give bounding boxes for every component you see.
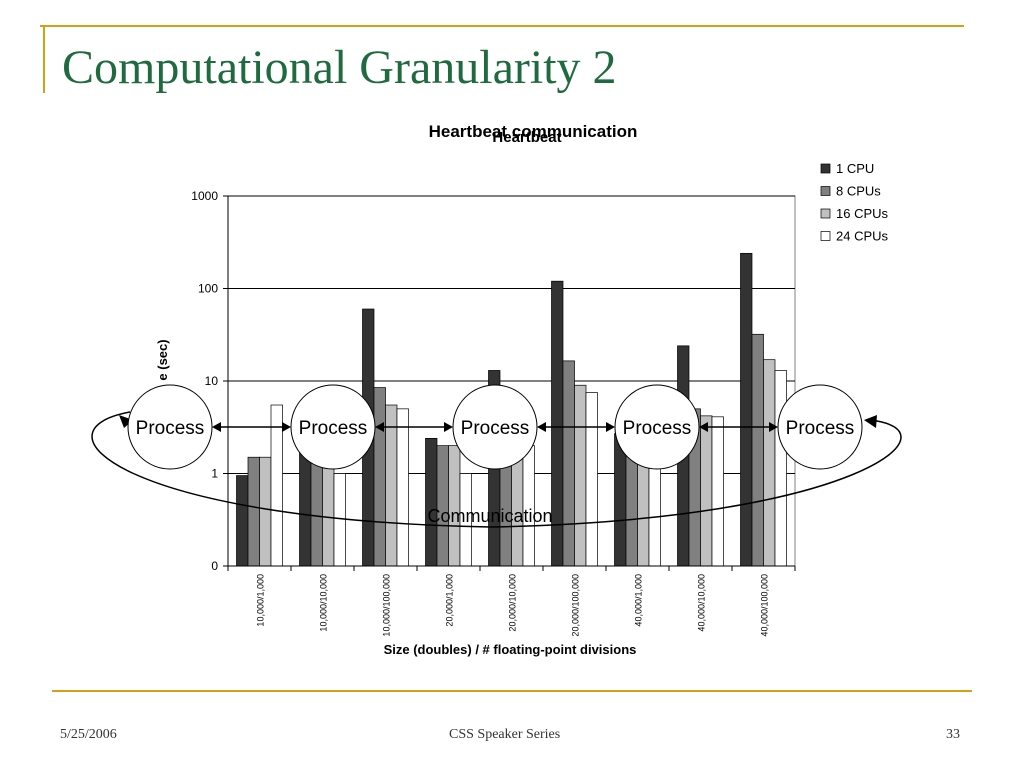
- bar-4-8: [711, 416, 724, 567]
- communication-ring: [91, 411, 902, 528]
- x-tick-label: 20,000/100,000: [571, 574, 581, 637]
- x-tick-label: 10,000/10,000: [319, 574, 329, 632]
- process-label: Process: [299, 418, 368, 439]
- arrowhead: [282, 422, 291, 432]
- chart-title-overlap: Heartbeat: [492, 129, 561, 146]
- arrowhead: [212, 422, 221, 432]
- footer-center: CSS Speaker Series: [449, 727, 561, 742]
- process-node-1: [127, 384, 213, 470]
- x-tick-label: 40,000/10,000: [697, 574, 707, 632]
- process-label: Process: [136, 418, 205, 439]
- process-node-3: [452, 384, 538, 470]
- x-tick-label: 10,000/100,000: [382, 574, 392, 637]
- y-tick-label: 10: [205, 374, 219, 388]
- legend-swatch: [820, 163, 831, 174]
- bar-3-6: [574, 384, 587, 567]
- slide-title: Computational Granularity 2: [62, 41, 617, 94]
- bar-4-3: [396, 408, 409, 567]
- left-rule: [43, 25, 45, 93]
- y-tick-label: 100: [198, 282, 218, 296]
- y-tick-label: 1: [211, 467, 218, 481]
- bar-1-1: [236, 475, 249, 567]
- x-tick-label: 40,000/1,000: [634, 574, 644, 627]
- bottom-rule: [52, 690, 972, 692]
- bar-2-1: [247, 456, 260, 567]
- footer-date: 5/25/2006: [60, 727, 117, 742]
- x-tick-label: 10,000/1,000: [256, 574, 266, 627]
- bar-4-9: [774, 370, 787, 567]
- process-node-2: [290, 384, 376, 470]
- bar-3-1: [259, 456, 272, 567]
- bar-1-9: [740, 252, 753, 567]
- legend-entry: 1 CPU: [836, 161, 874, 176]
- bars-layer: [236, 252, 787, 567]
- arrowhead: [444, 422, 453, 432]
- process-node-4: [614, 384, 700, 470]
- top-rule: [40, 25, 964, 27]
- chart-title: Heartbeat communication: [429, 122, 638, 141]
- x-tick-label: 20,000/10,000: [508, 574, 518, 632]
- legend-swatch: [820, 186, 831, 196]
- arrowhead: [119, 415, 133, 428]
- arrowhead: [864, 415, 877, 428]
- legend-swatch: [820, 208, 831, 219]
- process-label: Process: [461, 418, 530, 439]
- bar-3-8: [700, 415, 713, 567]
- bar-2-6: [562, 360, 575, 567]
- process-label: Process: [623, 418, 692, 439]
- footer-page-number: 33: [946, 727, 960, 742]
- y-tick-label: 1000: [191, 189, 218, 203]
- process-label: Process: [786, 418, 855, 439]
- arrowhead: [537, 422, 546, 432]
- legend-entry: 8 CPUs: [836, 184, 881, 199]
- bar-4-6: [585, 392, 598, 567]
- bar-1-6: [551, 280, 564, 567]
- bar-1-4: [425, 437, 438, 567]
- x-axis-label: Size (doubles) / # floating-point divisi…: [384, 642, 637, 657]
- bar-4-1: [270, 404, 283, 567]
- bar-4-2: [333, 473, 346, 567]
- bar-2-3: [373, 387, 386, 567]
- bar-3-3: [385, 404, 398, 567]
- arrowhead: [769, 422, 778, 432]
- x-tick-label: 20,000/1,000: [445, 574, 455, 627]
- arrowhead: [375, 422, 384, 432]
- arrowhead: [606, 422, 615, 432]
- communication-label: Communication: [427, 506, 552, 526]
- process-overlay: Process Process Process Process Process Commu…: [91, 384, 902, 528]
- bar-2-9: [751, 333, 764, 567]
- legend-entry: 16 CPUs: [836, 206, 889, 221]
- bar-3-9: [763, 359, 776, 567]
- y-axis-label: e (sec): [155, 339, 170, 380]
- legend-entry: 24 CPUs: [836, 229, 889, 244]
- legend-swatch: [820, 231, 831, 241]
- legend-layer: 1 CPU 8 CPUs 16 CPUs 24 CPUs: [820, 161, 889, 244]
- y-tick-label: 0: [211, 559, 218, 573]
- process-node-5: [777, 384, 863, 470]
- arrowhead: [699, 422, 708, 432]
- x-tick-label: 40,000/100,000: [760, 574, 770, 637]
